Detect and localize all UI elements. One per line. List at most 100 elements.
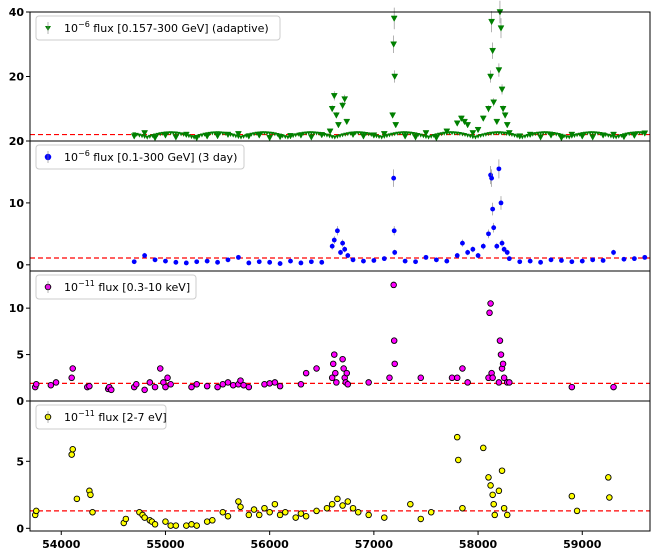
data-point xyxy=(600,258,606,263)
data-point xyxy=(285,135,290,140)
data-point xyxy=(621,133,626,138)
data-point xyxy=(188,521,195,528)
data-point xyxy=(240,381,247,389)
data-point xyxy=(341,96,349,103)
data-point xyxy=(163,258,168,264)
legend-exponent: −6 xyxy=(78,20,90,29)
data-point xyxy=(403,131,408,136)
data-point xyxy=(487,482,494,489)
data-point xyxy=(69,445,76,453)
data-point xyxy=(525,134,530,139)
data-point xyxy=(329,243,335,249)
data-point xyxy=(427,508,435,516)
data-point xyxy=(266,380,273,387)
data-point xyxy=(442,131,447,136)
data-point xyxy=(150,134,155,139)
data-point xyxy=(503,122,511,129)
data-point xyxy=(503,511,511,519)
data-point xyxy=(528,133,533,138)
data-point xyxy=(339,102,347,110)
data-point xyxy=(464,379,471,386)
data-point xyxy=(197,134,202,139)
data-point xyxy=(193,381,200,388)
data-point xyxy=(392,132,397,137)
data-point xyxy=(343,369,351,377)
data-point xyxy=(496,337,504,344)
data-point xyxy=(490,206,496,212)
data-point xyxy=(481,133,486,138)
data-point xyxy=(224,513,232,520)
data-point xyxy=(389,112,397,119)
data-point xyxy=(379,135,384,140)
data-point xyxy=(193,522,200,529)
data-point xyxy=(306,131,311,136)
y-tick-label: 0 xyxy=(16,522,24,535)
data-point xyxy=(590,257,596,263)
data-point xyxy=(354,508,362,516)
data-point xyxy=(590,131,595,136)
data-point xyxy=(141,514,148,521)
data-point xyxy=(183,522,190,529)
data-point xyxy=(390,281,397,289)
data-point xyxy=(158,132,163,137)
data-point xyxy=(579,258,585,264)
data-point xyxy=(219,381,227,388)
y-tick-label: 40 xyxy=(9,6,25,19)
data-point xyxy=(151,521,159,528)
legend-label: 10−11 flux [0.3-10 keV] xyxy=(64,279,190,294)
data-point xyxy=(313,507,320,515)
data-point xyxy=(489,131,494,136)
data-point xyxy=(453,433,461,441)
data-point xyxy=(68,374,75,382)
legend-text: flux [2-7 eV] xyxy=(95,411,167,424)
data-point xyxy=(497,351,505,358)
data-point xyxy=(573,507,581,515)
data-point xyxy=(276,382,284,390)
data-point xyxy=(335,122,342,129)
data-point xyxy=(153,133,158,138)
data-point xyxy=(344,381,352,388)
data-point xyxy=(73,495,81,503)
data-point xyxy=(444,131,449,136)
legend-base: 10 xyxy=(64,281,78,294)
data-point xyxy=(387,133,392,138)
data-point xyxy=(490,500,497,508)
data-point xyxy=(245,511,253,519)
data-point xyxy=(261,504,268,512)
data-point xyxy=(338,250,343,255)
data-point xyxy=(349,504,357,512)
data-point xyxy=(328,106,336,113)
data-point xyxy=(498,86,506,93)
data-point xyxy=(402,258,408,264)
data-point xyxy=(480,444,487,452)
data-point xyxy=(567,135,572,140)
data-point xyxy=(588,131,593,136)
data-point xyxy=(459,365,466,372)
data-point xyxy=(332,369,339,377)
data-point xyxy=(262,131,267,136)
data-point xyxy=(614,135,619,140)
legend-exponent: −11 xyxy=(78,279,95,288)
data-point xyxy=(569,134,574,139)
data-point xyxy=(266,508,273,516)
data-point xyxy=(465,250,471,255)
data-point xyxy=(365,379,372,386)
data-point xyxy=(133,381,140,388)
data-point xyxy=(634,131,639,136)
data-point xyxy=(342,246,348,252)
data-point xyxy=(323,504,331,512)
data-point xyxy=(207,131,212,136)
data-point xyxy=(616,134,621,139)
legend-label: 10−6 flux [0.1-300 GeV] (3 day) xyxy=(64,149,237,164)
data-point xyxy=(239,135,244,140)
data-point xyxy=(455,456,462,464)
data-point xyxy=(491,131,496,136)
y-tick-label: 0 xyxy=(16,395,24,408)
data-point xyxy=(631,256,637,262)
y-tick-label: 0 xyxy=(16,259,24,272)
data-point xyxy=(335,134,340,139)
x-tick-label: 55000 xyxy=(146,538,185,551)
data-point xyxy=(246,260,252,266)
data-point xyxy=(390,41,398,48)
data-point xyxy=(413,259,418,265)
